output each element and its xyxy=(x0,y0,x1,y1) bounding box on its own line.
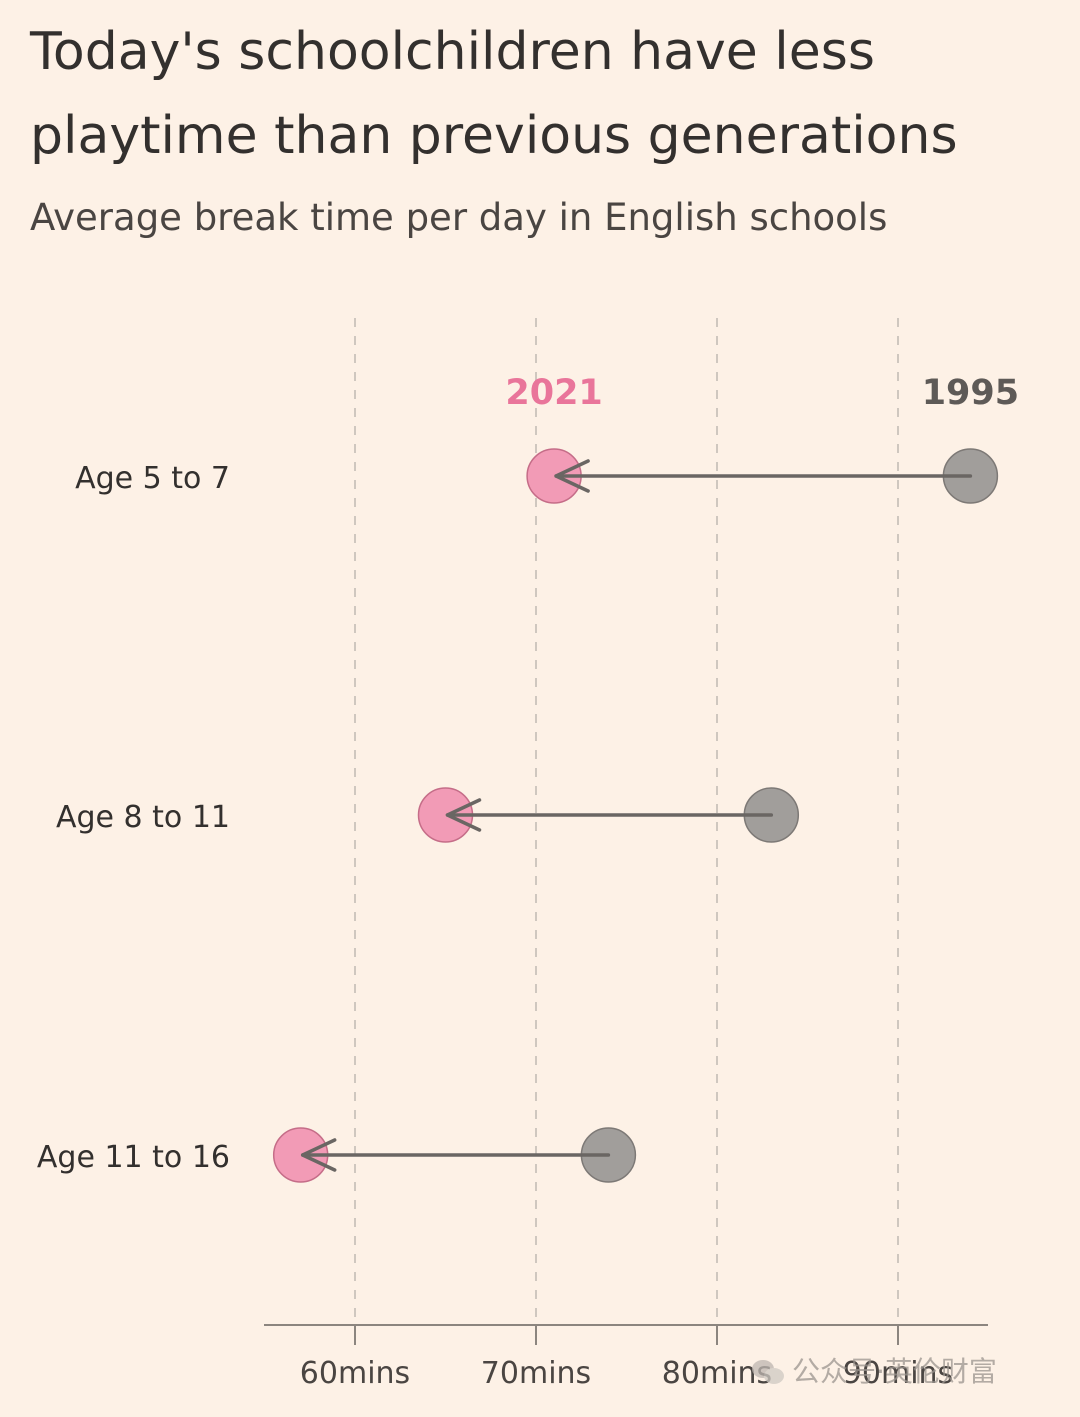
arrow-head xyxy=(554,459,590,493)
chart-subtitle: Average break time per day in English sc… xyxy=(30,196,888,239)
series-label-1995: 1995 xyxy=(922,373,1019,413)
series-labels: 2021 1995 xyxy=(505,373,1019,413)
x-tick-label: 60mins xyxy=(300,1356,410,1391)
watermark: 公众号·英伦财富 xyxy=(752,1352,997,1392)
arrow-head xyxy=(300,1138,337,1172)
chart-title: Today's schoolchildren have less playtim… xyxy=(30,22,958,166)
arrow-head xyxy=(445,798,482,832)
x-tick-label: 70mins xyxy=(481,1356,591,1391)
wechat-icon xyxy=(752,1358,786,1386)
category-label: Age 11 to 16 xyxy=(37,1140,230,1175)
series-label-2021: 2021 xyxy=(505,373,602,413)
dots xyxy=(272,448,999,1183)
category-label: Age 8 to 11 xyxy=(56,800,230,835)
x-tick-label: 90mins xyxy=(843,1356,953,1391)
watermark-text: 公众号·英伦财富 xyxy=(792,1355,997,1388)
category-labels: Age 5 to 7 Age 8 to 11 Age 11 to 16 xyxy=(37,461,230,1175)
category-label: Age 5 to 7 xyxy=(75,461,230,496)
